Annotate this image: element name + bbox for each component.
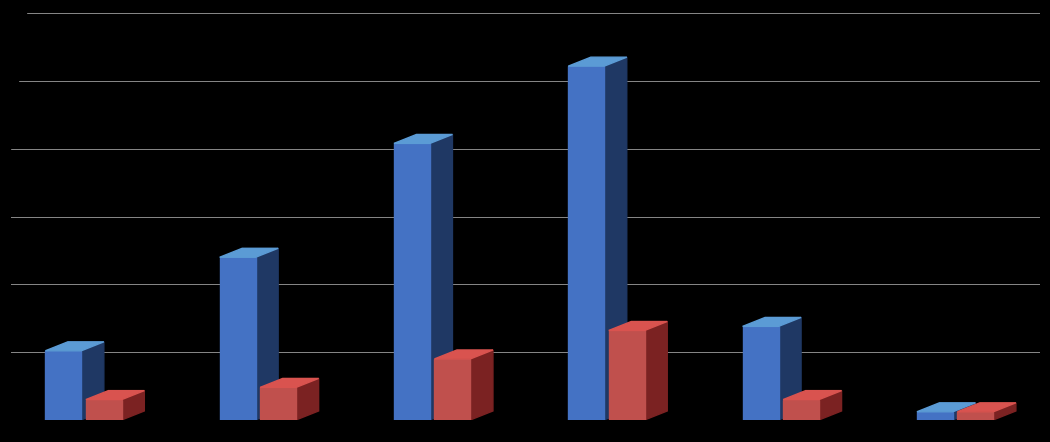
- Polygon shape: [783, 391, 841, 400]
- Polygon shape: [958, 403, 1016, 412]
- Polygon shape: [742, 317, 801, 326]
- Polygon shape: [255, 248, 278, 420]
- Bar: [742, 326, 779, 420]
- Polygon shape: [605, 57, 627, 420]
- Polygon shape: [993, 403, 1016, 420]
- Polygon shape: [917, 403, 975, 412]
- Polygon shape: [260, 378, 318, 387]
- Bar: [219, 257, 255, 420]
- Polygon shape: [568, 57, 627, 66]
- Polygon shape: [219, 248, 278, 257]
- Polygon shape: [86, 391, 144, 400]
- Polygon shape: [435, 350, 492, 359]
- Polygon shape: [819, 391, 841, 420]
- Polygon shape: [81, 342, 104, 420]
- Polygon shape: [779, 317, 801, 420]
- Bar: [917, 412, 953, 420]
- Polygon shape: [645, 321, 667, 420]
- Polygon shape: [953, 403, 975, 420]
- Polygon shape: [470, 350, 492, 420]
- Bar: [394, 143, 429, 420]
- Bar: [260, 387, 296, 420]
- Bar: [86, 400, 122, 420]
- Polygon shape: [45, 342, 104, 351]
- Polygon shape: [609, 321, 667, 331]
- Bar: [435, 359, 470, 420]
- Polygon shape: [296, 378, 318, 420]
- Bar: [568, 66, 605, 420]
- Bar: [958, 412, 993, 420]
- Bar: [783, 400, 819, 420]
- Bar: [45, 351, 81, 420]
- Bar: [609, 331, 645, 420]
- Polygon shape: [394, 134, 453, 143]
- Polygon shape: [429, 134, 453, 420]
- Polygon shape: [122, 391, 144, 420]
